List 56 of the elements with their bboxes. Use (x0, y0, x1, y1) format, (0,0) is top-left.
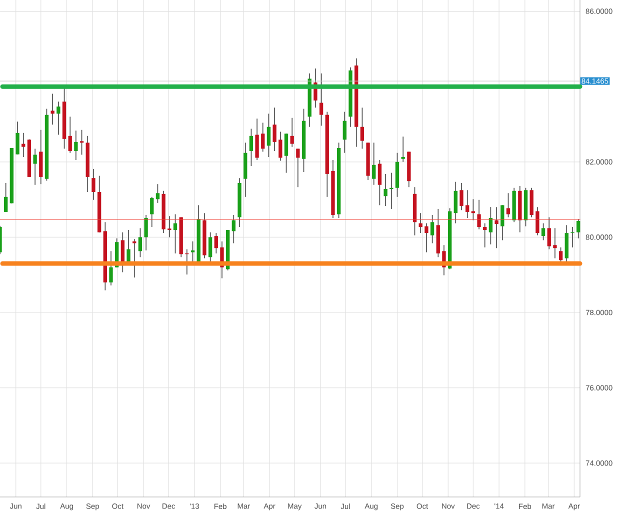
candlestick (558, 246, 563, 263)
candlestick (214, 232, 218, 254)
candlestick (173, 214, 178, 254)
candlestick (372, 142, 376, 186)
candlestick (576, 218, 580, 239)
candlestick (547, 216, 551, 250)
candlestick (483, 222, 487, 248)
candlestick (284, 133, 288, 174)
candlestick (80, 129, 84, 156)
candlestick (156, 184, 160, 204)
candlestick (74, 130, 78, 160)
candlestick (541, 222, 546, 241)
candlestick (278, 131, 282, 162)
candlestick (190, 240, 195, 263)
candlestick (378, 160, 382, 206)
candlestick (33, 148, 37, 186)
candlestick (232, 214, 236, 244)
candlestick (500, 204, 504, 241)
candlestick (168, 216, 172, 238)
candlestick (460, 182, 464, 210)
candlestick (4, 182, 8, 212)
candlestick (488, 206, 493, 245)
candlestick (109, 250, 113, 286)
candlestick (454, 181, 458, 224)
candlestick (50, 93, 54, 126)
candlestick (22, 132, 26, 158)
candlestick (430, 214, 434, 244)
candlestick (471, 198, 476, 221)
candlestick (272, 107, 276, 152)
candlestick (249, 128, 254, 166)
candlestick (150, 196, 154, 228)
candlestick (342, 111, 346, 154)
candlestick (536, 206, 540, 236)
candlestick (477, 200, 481, 230)
candlestick (506, 192, 510, 218)
candlestick (296, 148, 300, 188)
candlestick (266, 113, 271, 158)
candlestick (255, 118, 259, 160)
candlestick (208, 232, 212, 263)
candlestick (68, 116, 72, 154)
candlestick (494, 206, 498, 249)
candlestick (401, 136, 405, 162)
candlestick (56, 101, 60, 136)
candlestick (261, 122, 265, 152)
candlestick (16, 121, 20, 155)
candlestick (290, 117, 294, 148)
candlestick (319, 73, 324, 126)
candlestick (138, 228, 142, 258)
candlestick (424, 222, 428, 253)
candlestick (384, 174, 388, 206)
candlestick (553, 228, 557, 259)
candlestick (126, 230, 130, 263)
candlestick (144, 214, 148, 251)
candlestick (92, 168, 96, 200)
candlestick (466, 190, 470, 218)
candlestick (360, 107, 364, 150)
